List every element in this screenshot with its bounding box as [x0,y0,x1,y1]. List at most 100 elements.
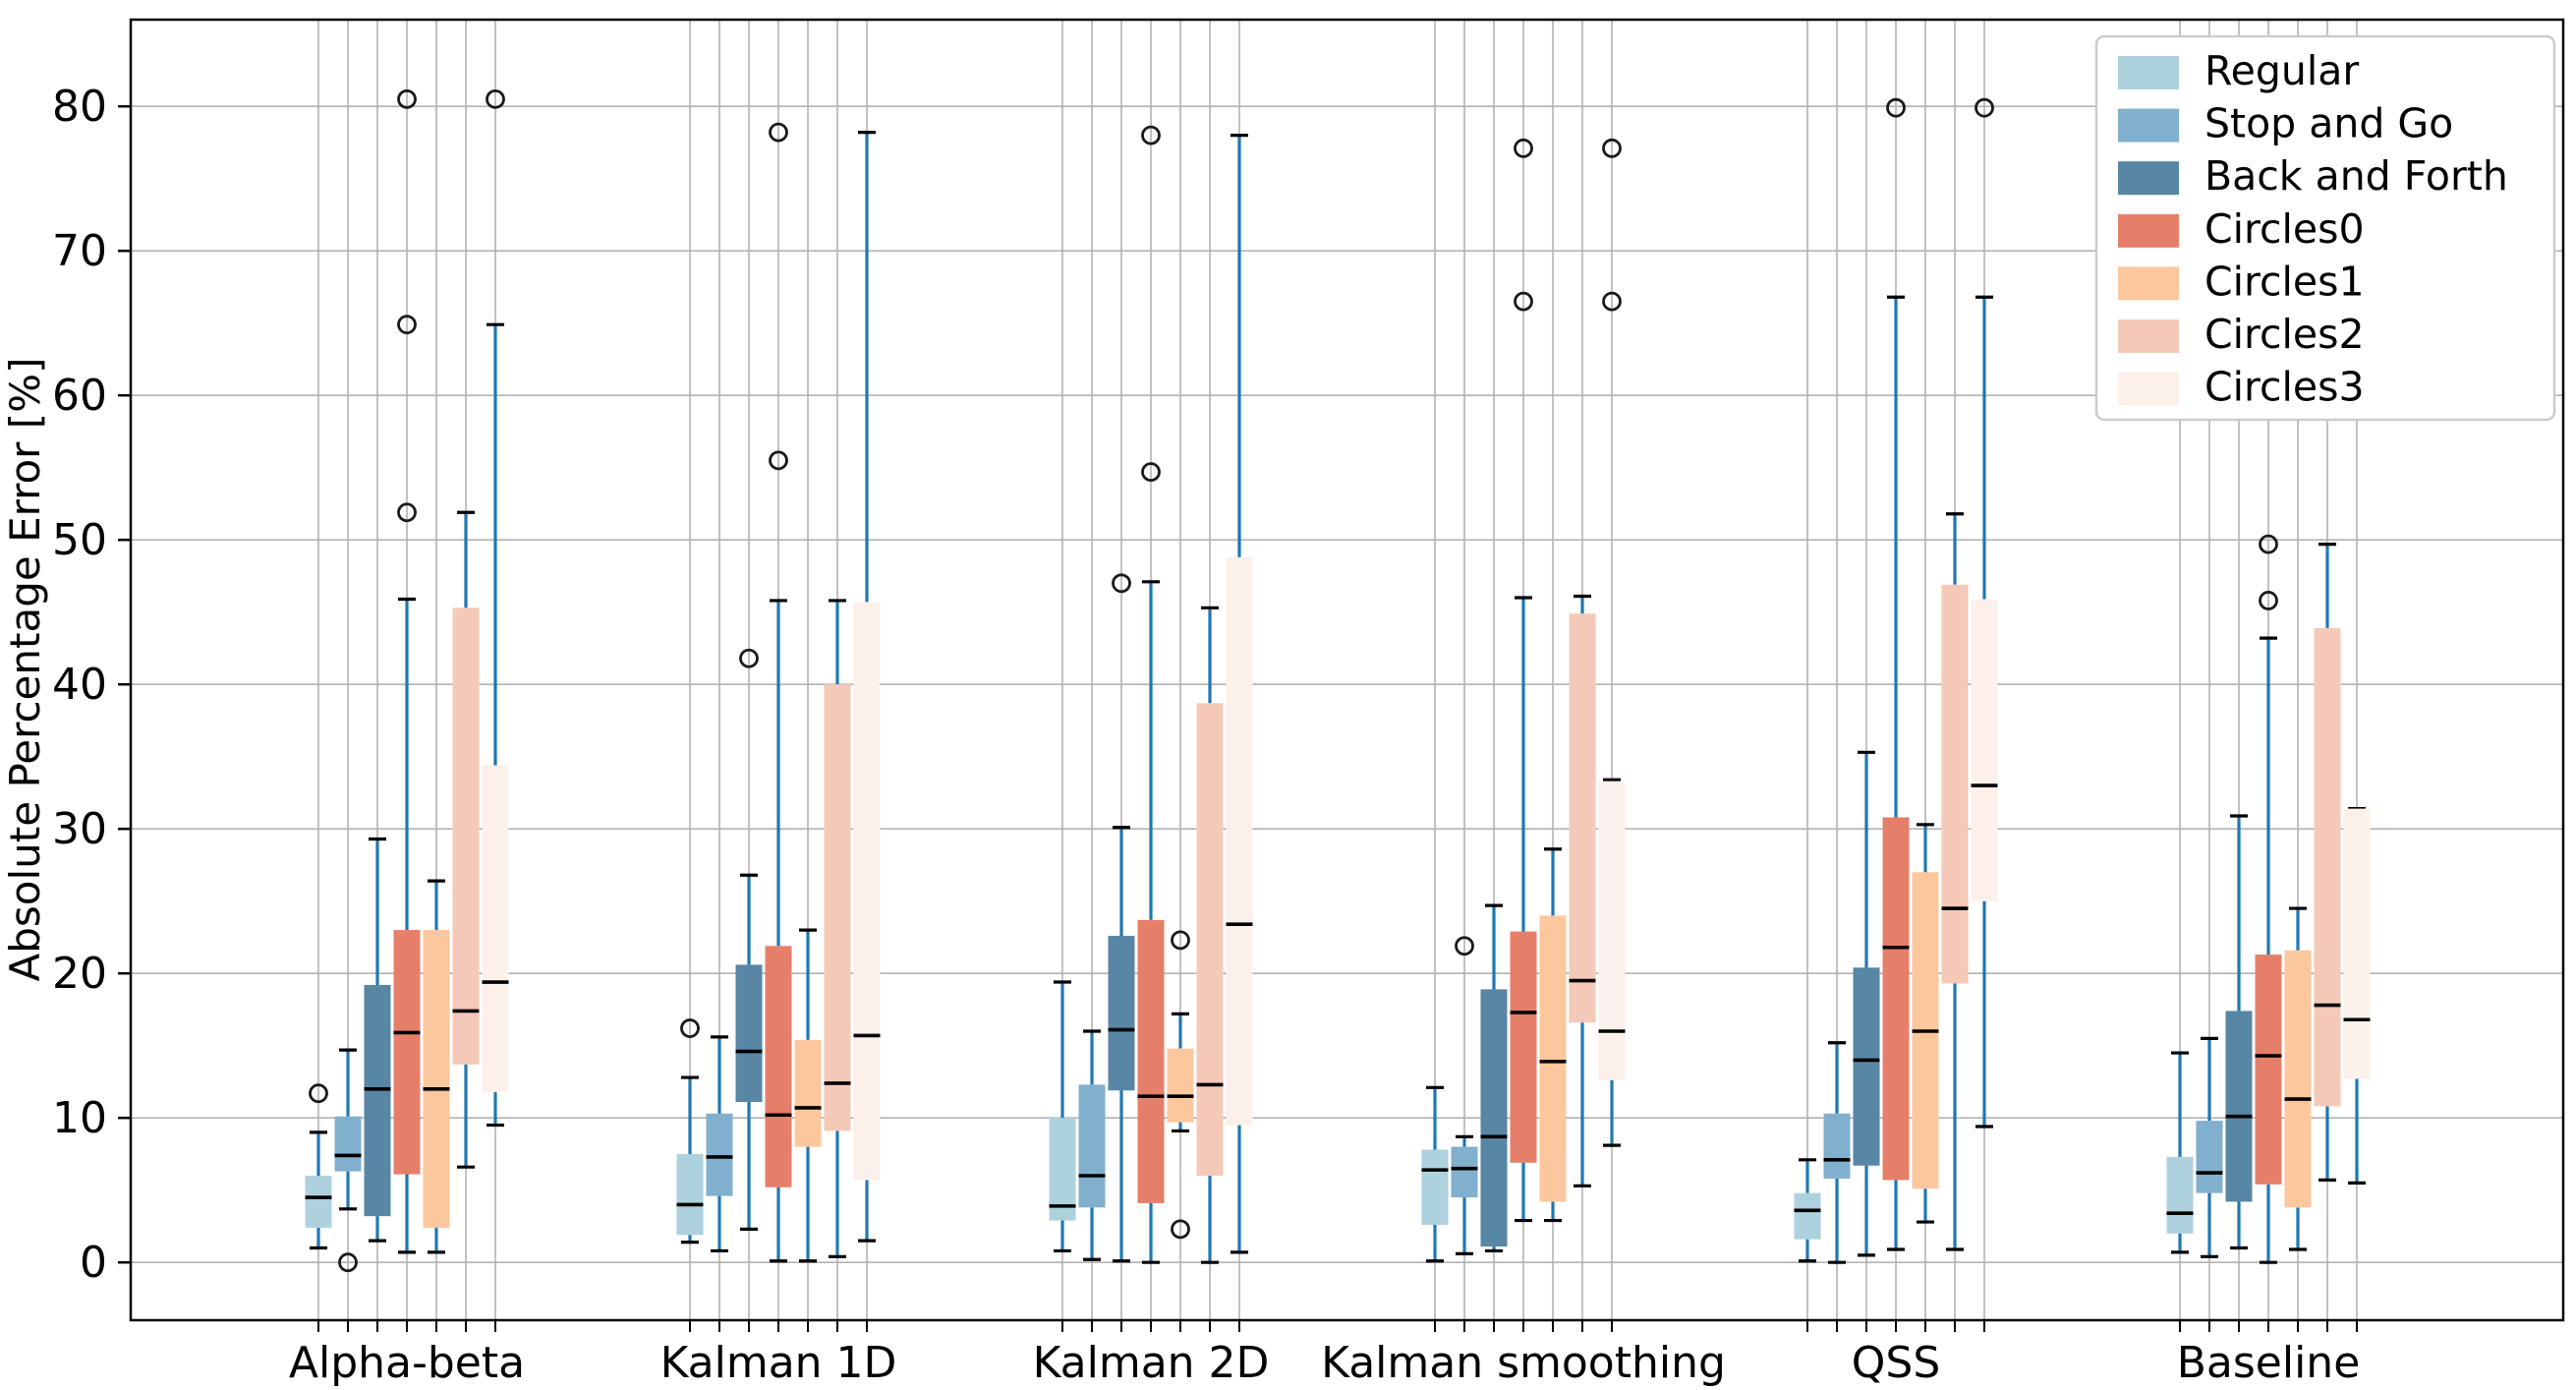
box-rect [1421,1149,1449,1225]
legend-item: Regular [2118,47,2359,94]
legend-swatch [2118,266,2179,301]
outlier-marker [397,502,417,523]
box-circles0 [1510,138,1537,1223]
y-tick-label: 50 [52,515,107,565]
legend-swatch [2118,108,2179,143]
box-rect [1049,1118,1076,1221]
box-circles2 [452,510,480,1169]
outlier-marker [1112,573,1131,594]
x-tick-label: Kalman 2D [1033,1338,1270,1386]
box-rect [706,1113,733,1196]
outlier-marker [1171,1219,1190,1240]
y-axis-label: Absolute Percentage Error [%] [1,358,49,982]
box-circles3 [1598,138,1626,1147]
box-rect [393,930,421,1175]
box-circles2 [1941,512,1969,1251]
box-circles3 [1971,97,1998,1129]
outlier-marker [1886,97,1906,118]
outlier-marker [1514,291,1533,312]
box-rect [482,765,509,1092]
box-rect [1971,599,1998,901]
box-rect [765,946,792,1187]
box-stop-and-go [706,1035,733,1253]
box-rect [364,984,391,1217]
y-tick-label: 70 [52,226,107,276]
legend-item: Stop and Go [2118,100,2453,147]
box-rect [1108,935,1135,1091]
legend-label: Circles2 [2204,311,2365,358]
legend-label: Stop and Go [2204,100,2453,147]
y-tick-label: 30 [52,804,107,854]
box-stop-and-go [1823,1041,1851,1264]
legend: Regular Stop and Go Back and Forth Circles0… [2094,34,2556,422]
box-circles2 [2314,543,2341,1183]
box-back-and-forth [1853,750,1880,1257]
box-rect [1137,919,1165,1203]
box-rect [1882,817,1910,1181]
plot-frame [129,18,2565,1322]
y-tick-label: 0 [80,1238,107,1288]
outlier-marker [338,1252,358,1273]
box-rect [1510,931,1537,1163]
box-circles2 [824,599,851,1258]
box-circles0 [1882,97,1910,1251]
legend-label: Back and Forth [2204,152,2508,200]
box-back-and-forth [735,648,763,1231]
x-tick-label: Alpha-beta [289,1338,525,1386]
box-series-layer [305,88,2371,1273]
box-rect [2314,627,2341,1107]
box-rect [1226,556,1253,1126]
legend-box [2094,34,2556,422]
legend-swatch [2118,161,2179,196]
legend-swatch [2118,319,2179,353]
box-rect [1078,1084,1106,1208]
box-rect [1196,703,1224,1176]
box-regular [1049,980,1076,1253]
box-rect [2255,955,2282,1185]
box-rect [2284,950,2312,1208]
box-circles1 [2284,906,2312,1251]
box-rect [2166,1156,2194,1234]
outlier-marker [1141,125,1161,145]
box-rect [2196,1121,2223,1193]
box-rect [1853,967,1880,1166]
box-rect [2343,808,2371,1079]
box-rect [676,1153,704,1236]
box-circles3 [482,88,509,1128]
x-tick-label: Baseline [2177,1338,2361,1386]
box-rect [1451,1146,1478,1198]
box-back-and-forth [1480,903,1508,1253]
x-tick-label: QSS [1852,1338,1941,1386]
outlier-marker [486,88,505,109]
y-tick-label: 20 [52,949,107,999]
box-rect [305,1176,332,1228]
box-regular [2166,1051,2194,1254]
box-rect [735,964,763,1103]
y-tick-label: 10 [52,1093,107,1143]
legend-item: Circles2 [2118,311,2365,358]
legend-item: Circles0 [2118,205,2365,253]
box-rect [1569,613,1596,1023]
box-rect [334,1116,362,1172]
box-circles3 [853,131,881,1243]
x-tick-label: Kalman 1D [660,1338,897,1386]
box-rect [423,930,450,1228]
outlier-marker [309,1083,328,1104]
outlier-marker [680,1018,700,1038]
legend-label: Regular [2204,47,2359,94]
outlier-marker [1602,138,1622,158]
outlier-marker [2259,591,2278,610]
outlier-marker [397,315,417,335]
box-stop-and-go [334,1048,362,1273]
box-stop-and-go [1078,1029,1106,1261]
box-circles1 [423,879,450,1254]
y-tick-label: 80 [52,82,107,132]
box-back-and-forth [1108,573,1135,1263]
box-circles2 [1569,594,1596,1187]
box-circles0 [2255,534,2282,1264]
box-regular [676,1018,704,1245]
box-rect [794,1039,822,1147]
box-rect [2225,1011,2253,1202]
